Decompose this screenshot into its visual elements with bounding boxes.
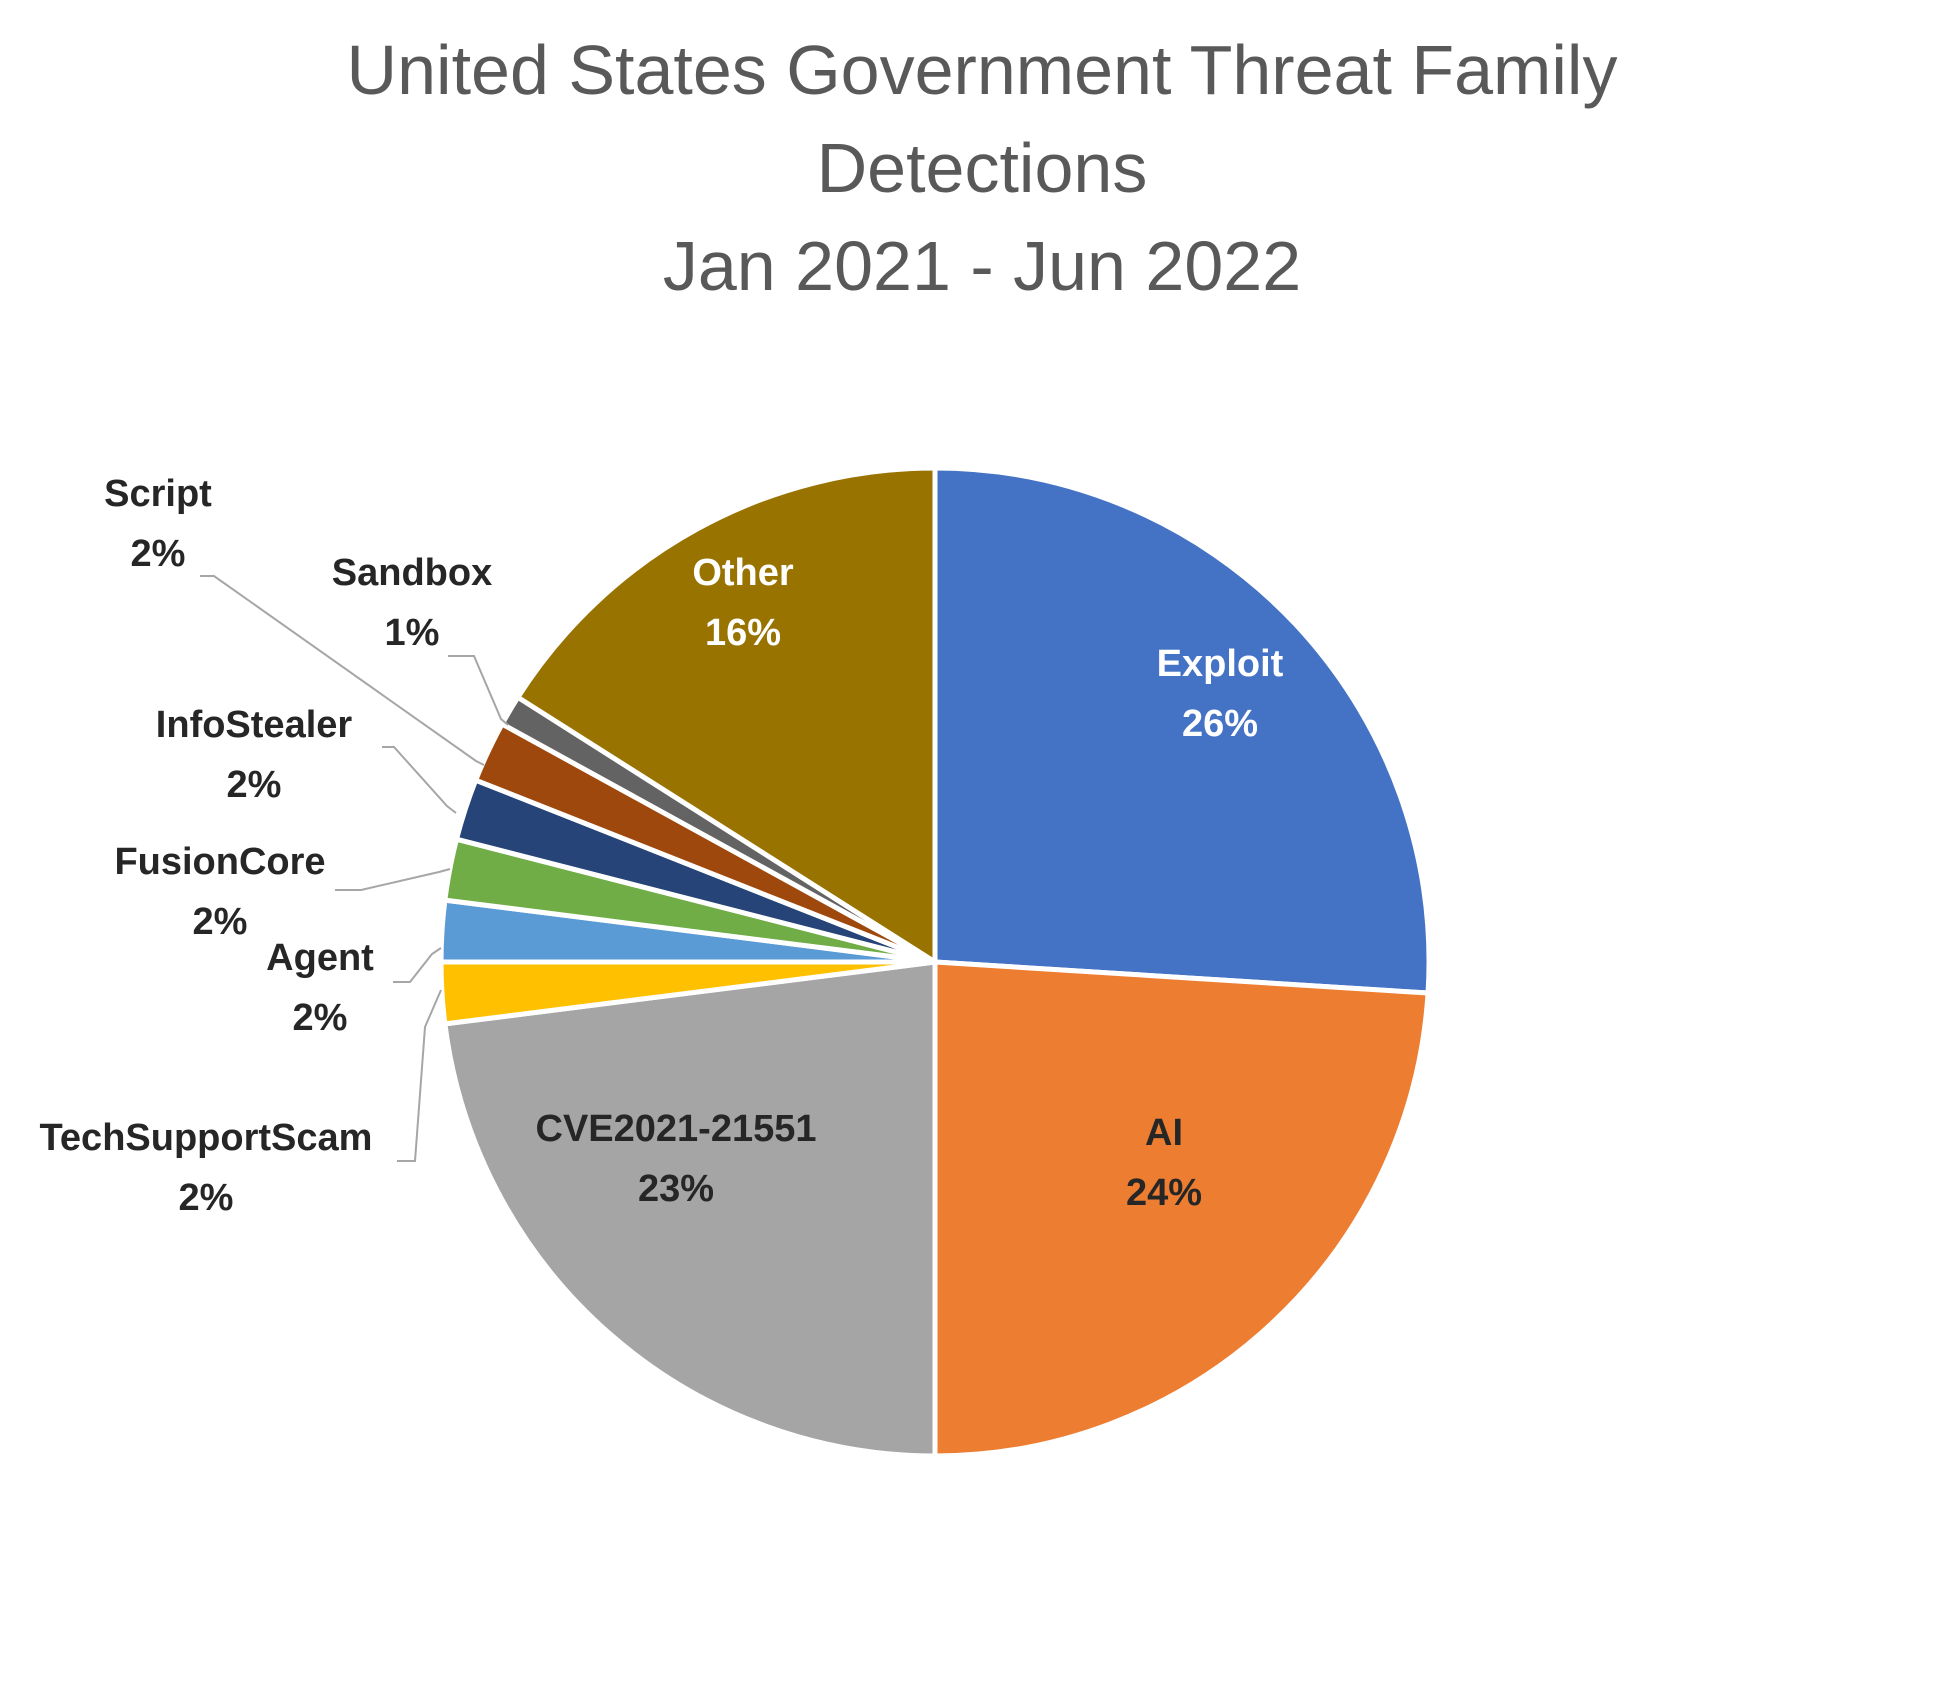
slice-label-cve2021-21551: CVE2021-21551 23% xyxy=(536,1108,817,1210)
slice-label-other: Other 16% xyxy=(692,552,794,654)
slice-label-percent: 2% xyxy=(131,533,186,575)
pie-slices xyxy=(438,465,1432,1459)
slice-label-percent: 16% xyxy=(705,612,781,654)
leader-line-agent xyxy=(393,947,442,983)
chart-title-line-2: Detections xyxy=(817,129,1148,207)
slice-label-percent: 1% xyxy=(385,612,440,654)
slice-label-percent: 2% xyxy=(193,901,248,943)
slice-label-percent: 2% xyxy=(227,764,282,806)
slice-labels: Exploit 26% AI 24% CVE2021-21551 23% TechSuppo… xyxy=(40,473,1284,1219)
leader-lines xyxy=(200,575,509,1162)
pie-slice-exploit xyxy=(932,465,1432,996)
slice-label-name: Script xyxy=(104,473,212,515)
leader-line-infostealer xyxy=(382,746,457,814)
slice-label-ai: AI 24% xyxy=(1126,1112,1202,1214)
slice-label-percent: 24% xyxy=(1126,1172,1202,1214)
chart-title-line-1: United States Government Threat Family xyxy=(347,31,1618,109)
slice-label-name: FusionCore xyxy=(114,841,325,883)
slice-label-name: AI xyxy=(1145,1112,1183,1154)
leader-line-sandbox xyxy=(448,655,509,726)
slice-label-fusioncore: FusionCore 2% xyxy=(114,841,325,943)
slice-label-name: TechSupportScam xyxy=(40,1117,373,1159)
slice-label-techsupportscam: TechSupportScam 2% xyxy=(40,1117,373,1219)
slice-label-exploit: Exploit 26% xyxy=(1157,643,1284,745)
chart-title-line-3: Jan 2021 - Jun 2022 xyxy=(663,227,1301,305)
slice-label-name: CVE2021-21551 xyxy=(536,1108,817,1150)
slice-label-percent: 23% xyxy=(638,1168,714,1210)
leader-line-fusioncore xyxy=(335,868,451,891)
leader-line-script xyxy=(200,575,485,766)
slice-label-name: Other xyxy=(692,552,794,594)
leader-line-techsupportscam xyxy=(397,989,442,1162)
slice-label-percent: 2% xyxy=(179,1177,234,1219)
pie-slice-ai xyxy=(932,959,1431,1459)
slice-label-infostealer: InfoStealer 2% xyxy=(156,704,353,806)
slice-label-script: Script 2% xyxy=(104,473,212,575)
slice-label-name: Agent xyxy=(266,937,374,979)
slice-label-percent: 2% xyxy=(293,997,348,1039)
pie-slice-other xyxy=(515,465,938,965)
slice-label-name: Sandbox xyxy=(332,552,492,594)
slice-label-percent: 26% xyxy=(1182,703,1258,745)
chart-title: United States Government Threat Family D… xyxy=(347,31,1618,305)
slice-label-agent: Agent 2% xyxy=(266,937,374,1039)
slice-label-name: InfoStealer xyxy=(156,704,353,746)
pie-slice-cve2021-21551 xyxy=(442,959,938,1459)
slice-label-name: Exploit xyxy=(1157,643,1284,685)
slice-label-sandbox: Sandbox 1% xyxy=(332,552,492,654)
